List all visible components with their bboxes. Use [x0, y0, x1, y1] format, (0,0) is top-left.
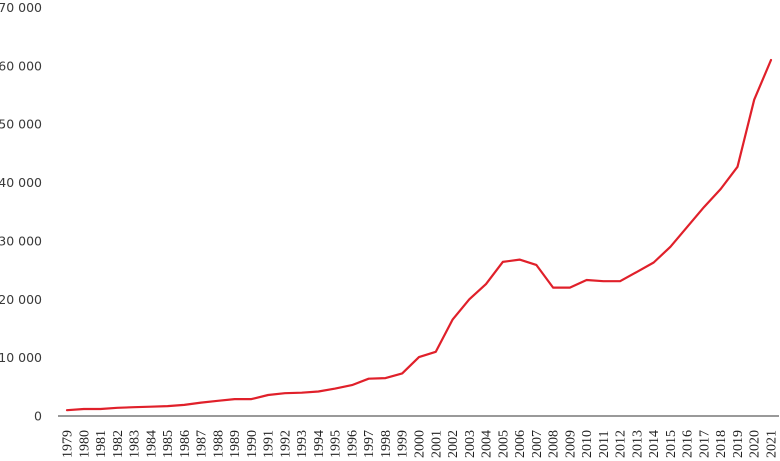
x-tick-label: 2014 [647, 430, 662, 458]
x-tick-label: 1992 [278, 430, 293, 458]
x-tick-label: 1993 [295, 430, 310, 458]
x-tick-label: 1999 [396, 430, 411, 458]
x-tick-label: 2012 [614, 430, 629, 458]
series-group [65, 58, 773, 412]
x-tick-label: 2009 [563, 430, 578, 458]
x-tick-label: 1982 [111, 430, 126, 458]
x-tick-label: 1995 [329, 430, 344, 458]
x-tick-label: 2019 [731, 430, 746, 458]
x-tick-label: 2021 [765, 430, 780, 458]
y-tick-label: 40 000 [0, 175, 42, 190]
y-axis-tick-labels: 0 10 000 20 000 30 000 40 000 50 000 60 000 70 … [0, 0, 42, 424]
x-axis-tick-labels: 1979 1980 1981 1982 1983 1984 1985 1986 1987 1988… [61, 430, 780, 458]
x-tick-label: 1997 [362, 430, 377, 458]
x-tick-label: 2018 [714, 430, 729, 458]
x-tick-label: 1984 [144, 430, 159, 458]
x-tick-label: 1981 [94, 430, 109, 458]
x-tick-label: 2020 [748, 430, 763, 458]
data-series-line [65, 58, 773, 412]
x-tick-label: 1989 [228, 430, 243, 458]
y-tick-label: 0 [34, 409, 42, 424]
x-tick-label: 2002 [446, 430, 461, 458]
x-tick-label: 1991 [262, 430, 277, 458]
x-tick-label: 2010 [580, 430, 595, 458]
x-tick-label: 1983 [128, 430, 143, 458]
x-tick-label: 1987 [195, 430, 210, 458]
x-tick-label: 2005 [496, 430, 511, 458]
x-tick-label: 2004 [480, 430, 495, 458]
y-tick-label: 60 000 [0, 58, 42, 73]
y-tick-label: 50 000 [0, 117, 42, 132]
x-tick-label: 2015 [664, 430, 679, 458]
x-tick-label: 1986 [178, 430, 193, 458]
x-tick-label: 1994 [312, 430, 327, 458]
x-tick-label: 2000 [413, 430, 428, 458]
x-tick-label: 2013 [630, 430, 645, 458]
y-tick-label: 30 000 [0, 233, 42, 248]
x-tick-label: 1985 [161, 430, 176, 458]
x-tick-label: 1980 [77, 430, 92, 458]
x-tick-label: 1998 [379, 430, 394, 458]
x-tick-label: 2017 [697, 430, 712, 458]
x-tick-label: 2016 [681, 430, 696, 458]
x-tick-label: 2011 [597, 431, 612, 458]
y-tick-label: 70 000 [0, 0, 42, 15]
y-tick-label: 10 000 [0, 350, 42, 365]
x-tick-label: 2006 [513, 430, 528, 458]
x-tick-label: 1996 [345, 430, 360, 458]
x-tick-label: 2008 [547, 430, 562, 458]
x-tick-label: 2007 [530, 430, 545, 458]
x-tick-label: 1988 [211, 430, 226, 458]
x-tick-label: 1979 [61, 430, 76, 458]
x-tick-label: 2001 [429, 430, 444, 458]
x-tick-label: 1990 [245, 430, 260, 458]
y-tick-label: 20 000 [0, 292, 42, 307]
x-tick-label: 2003 [463, 430, 478, 458]
